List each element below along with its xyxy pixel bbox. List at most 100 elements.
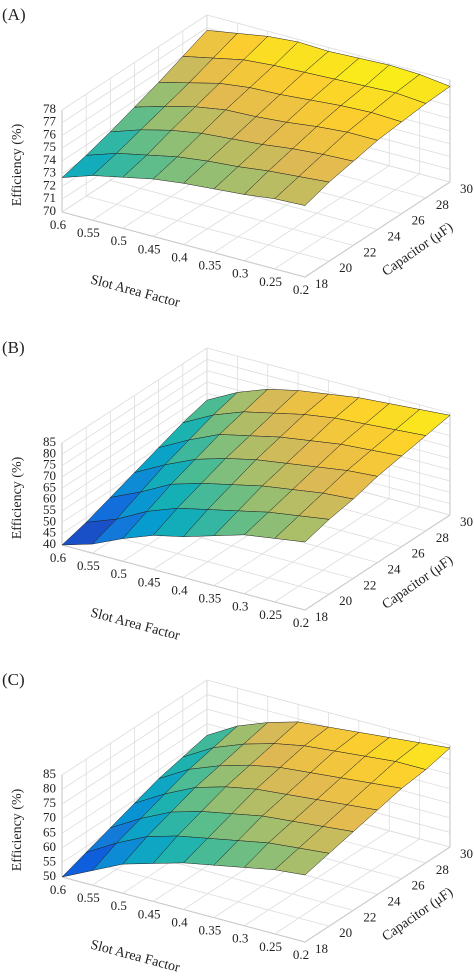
- x-tick-label: 0.4: [171, 249, 188, 264]
- x-tick-label: 0.35: [199, 591, 222, 606]
- x-tick-label: 0.4: [171, 582, 188, 597]
- z-tick-label: 77: [43, 114, 57, 129]
- x-axis-label: Slot Area Factor: [89, 273, 182, 311]
- z-tick-label: 70: [43, 810, 56, 825]
- y-tick-label: 30: [460, 181, 473, 196]
- panel: 0.2 0.25 0.3 0.35 0.4 0.45 0.5 0.55 0.6 18 20 22 24 2…: [2, 670, 473, 976]
- y-tick-label: 24: [388, 228, 402, 243]
- grid-line: [206, 14, 451, 81]
- grid-line: [61, 404, 208, 501]
- grid-line: [61, 392, 208, 489]
- x-tick-label: 0.4: [171, 914, 188, 929]
- x-tick-label: 0.5: [111, 233, 127, 248]
- z-tick-label: 75: [43, 457, 56, 472]
- x-tick-label: 0.55: [77, 225, 100, 240]
- grid-line: [86, 195, 330, 262]
- grid-line: [61, 370, 208, 467]
- panel-title: (C): [2, 670, 25, 689]
- grid-line: [61, 708, 208, 805]
- panel: 0.2 0.25 0.3 0.35 0.4 0.45 0.5 0.55 0.6 18 20 22 24 2…: [2, 5, 473, 311]
- z-tick-label: 65: [43, 824, 56, 839]
- z-tick-label: 60: [43, 839, 56, 854]
- z-tick-label: 80: [43, 781, 56, 796]
- y-tick-label: 28: [436, 197, 449, 212]
- z-tick-label: 70: [43, 203, 56, 218]
- surface-patch: [274, 847, 330, 876]
- z-tick-label: 76: [43, 126, 57, 141]
- y-tick-label: 22: [363, 577, 376, 592]
- x-tick-label: 0.35: [199, 258, 222, 273]
- x-tick-label: 0.45: [138, 574, 161, 589]
- grid-line: [61, 358, 208, 455]
- grid-line: [61, 679, 208, 776]
- grid-line: [61, 723, 208, 820]
- grid-line: [61, 737, 208, 834]
- y-tick-label: 24: [388, 561, 402, 576]
- y-tick-label: 20: [339, 925, 352, 940]
- z-tick-label: 60: [43, 491, 56, 506]
- x-tick-label: 0.45: [138, 241, 161, 256]
- grid-line: [86, 860, 330, 927]
- x-tick-label: 0.6: [50, 217, 67, 232]
- z-tick-label: 73: [43, 165, 56, 180]
- y-tick-label: 22: [363, 244, 376, 259]
- grid-line: [61, 27, 208, 124]
- x-tick-label: 0.2: [293, 282, 309, 297]
- y-tick-label: 20: [339, 260, 352, 275]
- x-tick-label: 0.2: [293, 947, 309, 962]
- x-tick-label: 0.2: [293, 615, 309, 630]
- z-axis-label: Efficiency (%): [10, 123, 25, 206]
- z-axis-label: Efficiency (%): [10, 456, 25, 539]
- grid-line: [61, 694, 208, 790]
- z-tick-label: 40: [43, 536, 56, 551]
- x-tick-label: 0.25: [259, 607, 282, 622]
- z-tick-label: 74: [43, 152, 57, 167]
- x-tick-label: 0.6: [50, 550, 67, 565]
- x-tick-label: 0.25: [259, 274, 282, 289]
- z-tick-label: 70: [43, 468, 56, 483]
- z-tick-label: 45: [43, 525, 56, 540]
- grid-line: [206, 347, 451, 414]
- grid-line: [61, 544, 306, 611]
- surface-patch: [274, 515, 330, 543]
- y-tick-label: 22: [363, 909, 376, 924]
- x-tick-label: 0.55: [77, 558, 100, 573]
- y-tick-label: 24: [388, 893, 402, 908]
- x-tick-label: 0.5: [111, 566, 127, 581]
- x-tick-label: 0.5: [111, 898, 127, 913]
- z-tick-label: 55: [43, 853, 56, 868]
- x-tick-label: 0.3: [232, 599, 248, 614]
- y-tick-label: 30: [460, 846, 473, 861]
- y-tick-label: 28: [436, 530, 449, 545]
- z-tick-label: 72: [43, 177, 56, 192]
- x-tick-label: 0.25: [259, 939, 282, 954]
- z-tick-label: 50: [43, 868, 56, 883]
- panel-title: (A): [2, 5, 26, 24]
- grid-line: [110, 179, 354, 246]
- grid-line: [61, 14, 208, 111]
- grid-line: [61, 381, 208, 478]
- z-tick-label: 55: [43, 502, 56, 517]
- y-tick-label: 26: [412, 878, 426, 893]
- y-tick-label: 18: [315, 609, 328, 624]
- surface-patch: [274, 176, 330, 206]
- grid-line: [206, 679, 451, 746]
- grid-line: [86, 528, 330, 595]
- x-tick-label: 0.6: [50, 882, 67, 897]
- grid-line: [61, 347, 208, 444]
- z-tick-label: 65: [43, 479, 56, 494]
- x-tick-label: 0.3: [232, 931, 248, 946]
- y-tick-label: 28: [436, 862, 449, 877]
- y-tick-label: 30: [460, 514, 473, 529]
- grid-line: [61, 211, 306, 278]
- z-tick-label: 80: [43, 445, 56, 460]
- z-axis-label: Efficiency (%): [10, 788, 25, 871]
- x-tick-label: 0.35: [199, 923, 222, 938]
- x-axis-label: Slot Area Factor: [89, 938, 182, 976]
- x-tick-label: 0.55: [77, 890, 100, 905]
- panel-title: (B): [2, 338, 25, 357]
- y-tick-label: 26: [412, 213, 426, 228]
- z-tick-label: 50: [43, 513, 56, 528]
- y-tick-label: 18: [315, 941, 328, 956]
